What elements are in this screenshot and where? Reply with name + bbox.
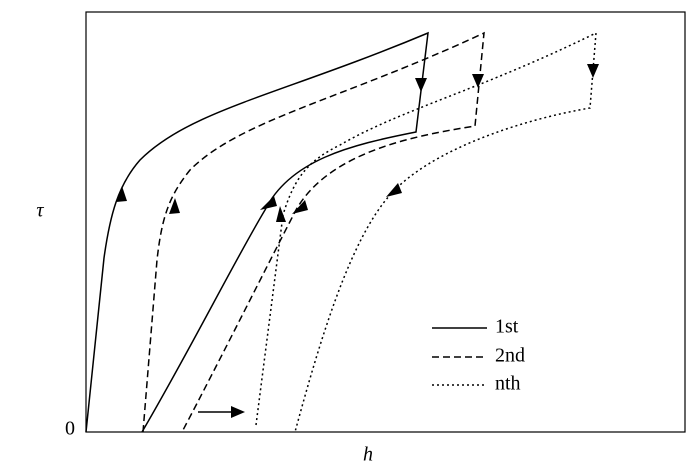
x-axis-label: h [363, 444, 373, 466]
origin-label: 0 [65, 418, 75, 440]
legend-label: 1st [495, 316, 519, 338]
legend-label: nth [495, 373, 521, 395]
curve-1st [85, 31, 429, 433]
legend-label: 2nd [495, 345, 525, 367]
curve-nth [255, 31, 597, 433]
legend: 1st 2nd nth [432, 316, 525, 395]
arrows [116, 64, 599, 418]
frame [85, 11, 686, 433]
y-axis-label: τ [36, 200, 44, 222]
curve-2nd [142, 31, 485, 433]
